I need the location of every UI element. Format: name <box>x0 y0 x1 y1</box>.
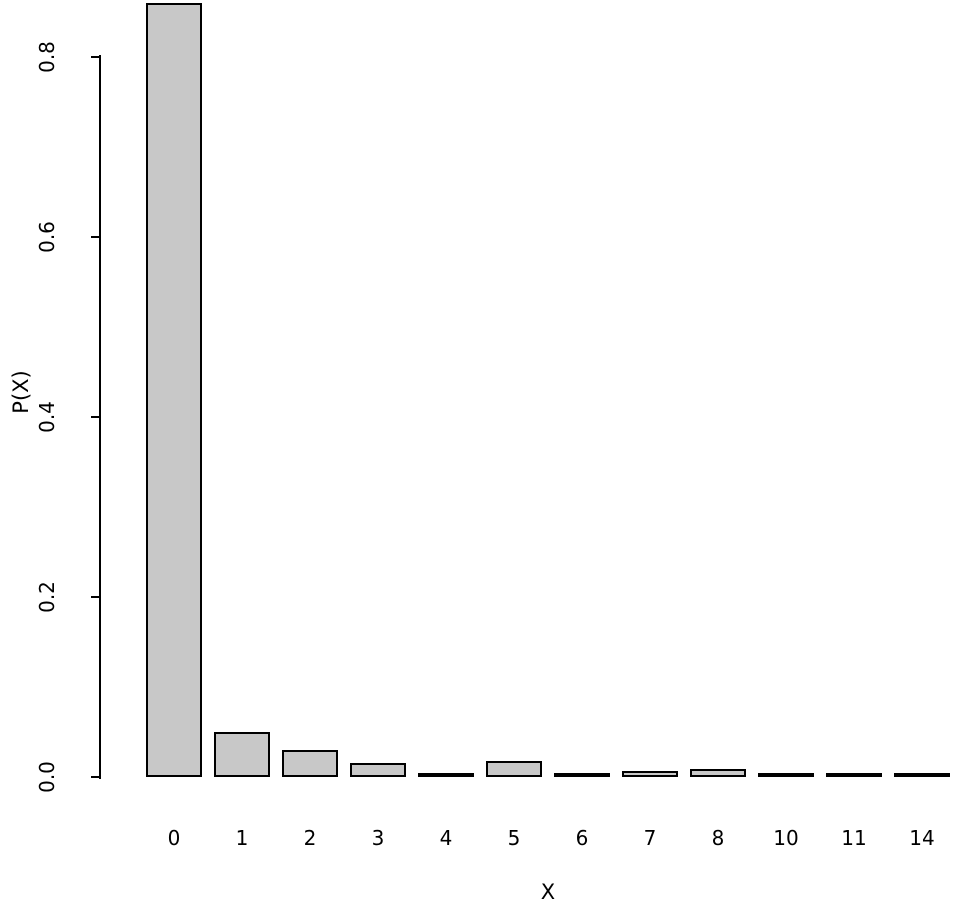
x-tick-label: 3 <box>371 826 385 850</box>
bar <box>826 773 882 777</box>
x-tick-label: 1 <box>235 826 249 850</box>
y-tick-mark <box>91 236 100 238</box>
bar <box>554 773 610 777</box>
y-axis-title: P(X) <box>9 370 33 414</box>
bar <box>758 773 814 777</box>
y-tick-label: 0.2 <box>35 581 59 613</box>
x-tick-label: 14 <box>909 826 935 850</box>
bar <box>350 763 406 777</box>
x-tick-label: 6 <box>575 826 589 850</box>
bar <box>486 761 542 777</box>
bars-container <box>146 3 950 777</box>
x-tick-label: 8 <box>711 826 725 850</box>
y-tick-mark <box>91 56 100 58</box>
x-tick-label: 0 <box>167 826 181 850</box>
x-tick-label: 7 <box>643 826 657 850</box>
y-tick-mark <box>91 416 100 418</box>
y-tick-mark <box>91 596 100 598</box>
bar <box>146 3 202 777</box>
bar <box>282 750 338 777</box>
x-axis-title: X <box>540 880 556 904</box>
x-tick-label: 10 <box>773 826 799 850</box>
bar <box>894 773 950 777</box>
y-tick-label: 0.0 <box>35 761 59 793</box>
y-tick-label: 0.8 <box>35 41 59 73</box>
bar <box>690 769 746 777</box>
y-tick-label: 0.6 <box>35 221 59 253</box>
x-tick-labels: 0 1 2 3 4 5 6 7 8 10 11 14 <box>146 826 950 850</box>
x-tick-label: 11 <box>841 826 867 850</box>
y-axis-line <box>99 55 101 779</box>
bar <box>214 732 270 777</box>
x-tick-label: 5 <box>507 826 521 850</box>
x-tick-label: 4 <box>439 826 453 850</box>
bar <box>622 771 678 777</box>
y-tick-mark <box>91 776 100 778</box>
bar <box>418 773 474 777</box>
x-tick-label: 2 <box>303 826 317 850</box>
y-tick-label: 0.4 <box>35 401 59 433</box>
